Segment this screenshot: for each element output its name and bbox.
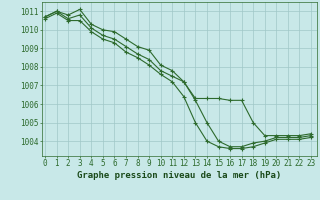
X-axis label: Graphe pression niveau de la mer (hPa): Graphe pression niveau de la mer (hPa) bbox=[77, 171, 281, 180]
